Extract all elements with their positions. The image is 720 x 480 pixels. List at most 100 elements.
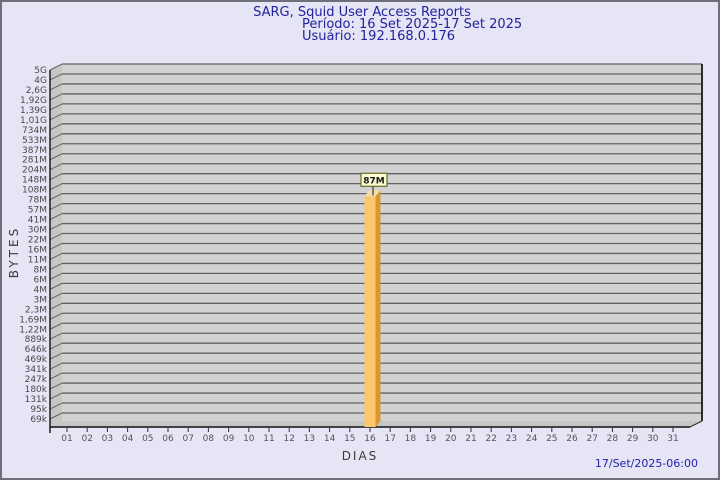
y-tick: [49, 362, 63, 370]
x-tick-label: 20: [445, 434, 457, 444]
x-tick-label: 24: [526, 434, 538, 444]
y-tick-label: 69k: [30, 415, 47, 425]
generated-timestamp: 17/Set/2025-06:00: [594, 457, 698, 470]
y-tick-label: 341k: [25, 365, 48, 375]
y-tick: [49, 412, 63, 420]
y-tick: [49, 83, 63, 91]
y-tick-label: 148M: [22, 176, 47, 186]
x-tick-label: 18: [405, 434, 417, 444]
y-axis-title: BYTES: [7, 225, 21, 279]
bar-face: [364, 196, 376, 427]
x-tick-label: 15: [344, 434, 355, 444]
y-tick: [49, 253, 63, 260]
x-tick-label: 26: [566, 434, 578, 444]
x-tick-label: 16: [364, 434, 376, 444]
y-tick: [49, 312, 63, 320]
y-tick: [49, 243, 63, 250]
x-tick-label: 14: [324, 434, 336, 444]
x-tick-label: 11: [263, 434, 274, 444]
y-tick: [49, 292, 63, 300]
y-tick-label: 533M: [22, 136, 47, 146]
x-tick-label: 23: [506, 434, 517, 444]
y-tick: [49, 113, 63, 121]
x-tick-label: 01: [61, 434, 72, 444]
y-tick-label: 108M: [22, 186, 47, 196]
x-tick-label: 27: [586, 434, 597, 444]
y-tick-label: 11M: [28, 255, 47, 265]
y-tick: [49, 153, 63, 161]
y-tick: [49, 193, 63, 201]
y-tick-label: 1,39G: [20, 106, 47, 116]
y-tick: [49, 223, 63, 230]
y-tick: [49, 302, 63, 310]
y-tick-label: 57M: [28, 206, 47, 216]
x-tick-label: 17: [384, 434, 395, 444]
x-tick-label: 07: [182, 434, 193, 444]
y-tick: [49, 272, 63, 280]
x-tick-label: 28: [607, 434, 619, 444]
y-tick: [49, 322, 63, 330]
y-tick-label: 6M: [34, 275, 48, 285]
x-tick-label: 08: [203, 434, 215, 444]
plot-area: [62, 64, 702, 421]
y-tick-label: 1,01G: [20, 116, 47, 126]
page-title: SARG, Squid User Access Reports: [253, 5, 471, 20]
y-tick-label: 469k: [25, 355, 48, 365]
y-tick: [49, 183, 63, 191]
y-tick-label: 131k: [25, 395, 48, 405]
y-tick-label: 247k: [25, 375, 48, 385]
x-tick-label: 13: [304, 434, 315, 444]
y-tick: [49, 282, 63, 290]
y-tick: [49, 63, 63, 71]
y-tick: [49, 233, 63, 240]
y-tick: [49, 342, 63, 350]
y-tick-label: 1,69M: [19, 315, 47, 325]
x-tick-label: 22: [485, 434, 496, 444]
x-tick-label: 03: [102, 434, 113, 444]
x-tick-label: 25: [546, 434, 557, 444]
y-tick-label: 204M: [22, 166, 47, 176]
report-user: Usuário: 192.168.0.176: [302, 29, 456, 44]
y-tick-label: 41M: [28, 216, 47, 226]
x-tick-label: 05: [142, 434, 153, 444]
y-tick-label: 1,92G: [20, 96, 47, 106]
x-tick-label: 31: [667, 434, 678, 444]
y-tick-label: 646k: [25, 345, 48, 355]
y-tick-label: 889k: [25, 335, 48, 345]
y-tick-label: 16M: [28, 245, 47, 255]
x-axis-title: DIAS: [341, 449, 379, 463]
y-tick: [49, 143, 63, 151]
y-tick-label: 2,6G: [26, 86, 47, 96]
y-tick: [49, 402, 63, 410]
y-tick-label: 1,22M: [19, 325, 47, 335]
x-tick-label: 29: [627, 434, 639, 444]
floor-right-edge: [689, 420, 703, 428]
y-tick-label: 4G: [34, 76, 47, 86]
y-tick-label: 8M: [34, 265, 48, 275]
y-tick-label: 2,3M: [25, 305, 47, 315]
y-tick: [49, 93, 63, 101]
y-tick: [49, 103, 63, 111]
y-tick-label: 5G: [34, 66, 47, 76]
y-tick-label: 3M: [34, 295, 48, 305]
y-tick: [49, 163, 63, 171]
bar-value-callout: [360, 172, 388, 187]
y-tick-label: 387M: [22, 146, 47, 156]
y-tick: [49, 372, 63, 380]
y-tick: [49, 123, 63, 131]
x-tick-label: 19: [425, 434, 437, 444]
x-tick-label: 21: [465, 434, 476, 444]
y-tick: [49, 133, 63, 141]
x-tick-label: 06: [162, 434, 174, 444]
y-tick: [49, 262, 63, 270]
y-tick-label: 30M: [28, 226, 47, 236]
x-tick-label: 04: [122, 434, 134, 444]
y-tick-label: 180k: [25, 385, 48, 395]
y-tick: [49, 392, 63, 400]
y-tick: [49, 203, 63, 211]
y-tick: [49, 213, 63, 221]
y-tick: [49, 332, 63, 340]
y-tick-label: 22M: [28, 236, 47, 246]
